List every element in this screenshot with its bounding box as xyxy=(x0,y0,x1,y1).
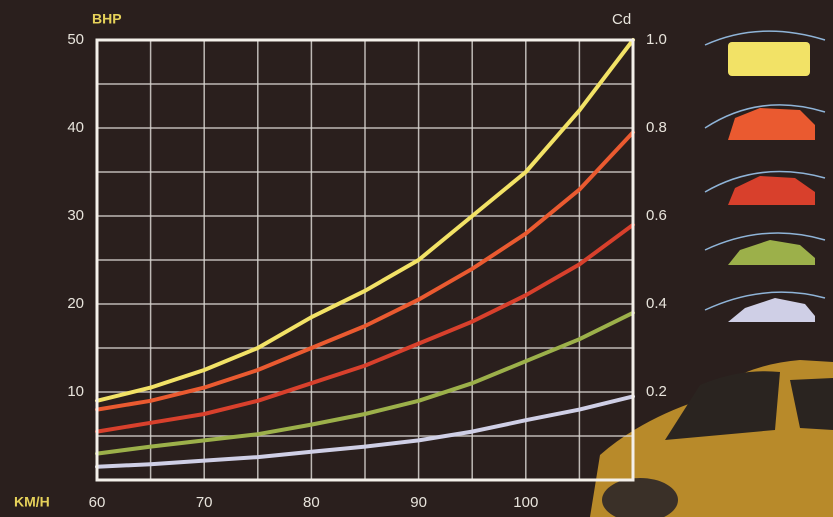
y-tick-label: 10 xyxy=(67,383,84,400)
x-axis-label: KM/H xyxy=(14,494,50,510)
vehicle-icons xyxy=(704,30,826,322)
line-series xyxy=(95,38,635,403)
plot-frame xyxy=(95,38,635,482)
car-icon xyxy=(728,298,815,322)
y-tick-label: 50 xyxy=(67,31,84,48)
x-tick-label: 100 xyxy=(513,494,538,511)
x-tick-label: 90 xyxy=(410,494,427,511)
y2-axis-label: Cd xyxy=(612,11,631,28)
car-icon xyxy=(728,176,815,205)
x-tick-label: 80 xyxy=(303,494,320,511)
y-tick-label: 30 xyxy=(67,207,84,224)
y2-tick-label: 0.6 xyxy=(646,207,667,224)
curves xyxy=(95,38,635,469)
line-series xyxy=(95,310,635,456)
line-series xyxy=(95,130,635,412)
y-tick-label: 20 xyxy=(67,295,84,312)
y-axis-label: BHP xyxy=(92,11,122,27)
van-icon xyxy=(728,42,810,76)
y2-tick-label: 1.0 xyxy=(646,31,667,48)
x-tick-label: 60 xyxy=(89,494,106,511)
line-series xyxy=(95,222,635,434)
car-illustration xyxy=(590,360,833,517)
y2-tick-label: 0.8 xyxy=(646,119,667,136)
y2-tick-label: 0.4 xyxy=(646,295,667,312)
y2-tick-label: 0.2 xyxy=(646,383,667,400)
line-series xyxy=(95,394,635,469)
car-icon xyxy=(728,240,815,265)
car-icon xyxy=(728,108,815,140)
y-tick-label: 40 xyxy=(67,119,84,136)
x-tick-label: 70 xyxy=(196,494,213,511)
